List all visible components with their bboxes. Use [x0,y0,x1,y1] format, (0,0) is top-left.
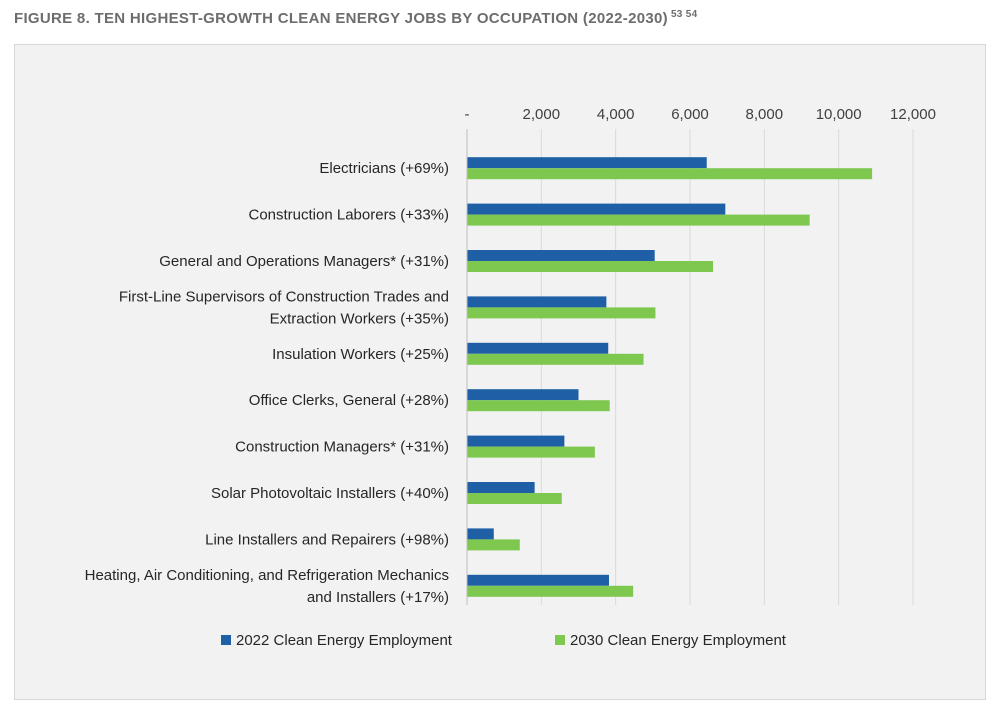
bar-chart: - 2,000 4,000 6,000 8,000 10,000 12,000 Electri… [85,106,936,649]
bar-2022 [467,250,655,261]
figure-footnotes: 53 54 [670,9,698,20]
bar-2022 [467,342,609,354]
category-label-line: Electricians (+69%) [319,160,449,177]
bar-2030 [467,493,562,504]
figure-title: FIGURE 8. TEN HIGHEST-GROWTH CLEAN ENERG… [14,9,697,27]
x-tick-label: 2,000 [523,106,561,123]
bar-2022 [467,482,535,493]
category-label-line: First-Line Supervisors of Construction T… [119,288,449,305]
category-label-line: and Installers (+17%) [307,589,449,606]
category-label: General and Operations Managers* (+31%) [159,253,449,270]
chart-panel: - 2,000 4,000 6,000 8,000 10,000 12,000 Electri… [14,44,986,700]
legend-swatch-2022 [221,635,231,645]
category-label: Electricians (+69%) [319,160,449,177]
bar-2030 [467,400,610,412]
x-tick-label: 6,000 [671,106,709,123]
bar-2022 [467,528,494,540]
category-label: Solar Photovoltaic Installers (+40%) [211,485,449,502]
category-label: Construction Managers* (+31%) [235,439,449,456]
category-label-line: Line Installers and Repairers (+98%) [205,531,449,548]
figure-title-text: FIGURE 8. TEN HIGHEST-GROWTH CLEAN ENERG… [14,10,668,27]
bar-2022 [467,389,579,401]
bar-2030 [467,585,634,597]
bar-2022 [467,203,726,215]
bar-2022 [467,157,707,169]
bar-2030 [467,307,656,319]
category-label: Office Clerks, General (+28%) [249,392,449,409]
category-label: Construction Laborers (+33%) [248,207,449,224]
bar-2030 [467,353,644,365]
bar-2030 [467,214,810,226]
category-label: First-Line Supervisors of Construction T… [119,288,449,327]
x-tick-label: 10,000 [816,106,862,123]
category-label-line: Heating, Air Conditioning, and Refrigera… [85,567,449,584]
legend-label-2022: 2022 Clean Energy Employment [236,632,453,649]
legend-label-2030: 2030 Clean Energy Employment [570,632,787,649]
category-label-line: Solar Photovoltaic Installers (+40%) [211,485,449,502]
category-label-line: Construction Laborers (+33%) [248,207,449,224]
bar-2022 [467,574,609,586]
bar-2022 [467,435,565,447]
legend-swatch-2030 [555,635,565,645]
x-tick-label: 8,000 [746,106,784,123]
category-label: Line Installers and Repairers (+98%) [205,531,449,548]
category-label-line: General and Operations Managers* (+31%) [159,253,449,270]
category-label-line: Insulation Workers (+25%) [272,346,449,363]
bar-2030 [467,261,714,272]
x-tick-label: 12,000 [890,106,936,123]
bar-2030 [467,168,873,180]
category-label-line: Extraction Workers (+35%) [270,310,449,327]
category-label: Insulation Workers (+25%) [272,346,449,363]
x-tick-label: 4,000 [597,106,635,123]
bar-2030 [467,539,520,551]
category-label: Heating, Air Conditioning, and Refrigera… [85,567,449,606]
category-label-line: Office Clerks, General (+28%) [249,392,449,409]
bar-2030 [467,446,595,458]
x-tick-label: - [465,106,470,123]
bar-2022 [467,296,607,308]
category-label-line: Construction Managers* (+31%) [235,439,449,456]
